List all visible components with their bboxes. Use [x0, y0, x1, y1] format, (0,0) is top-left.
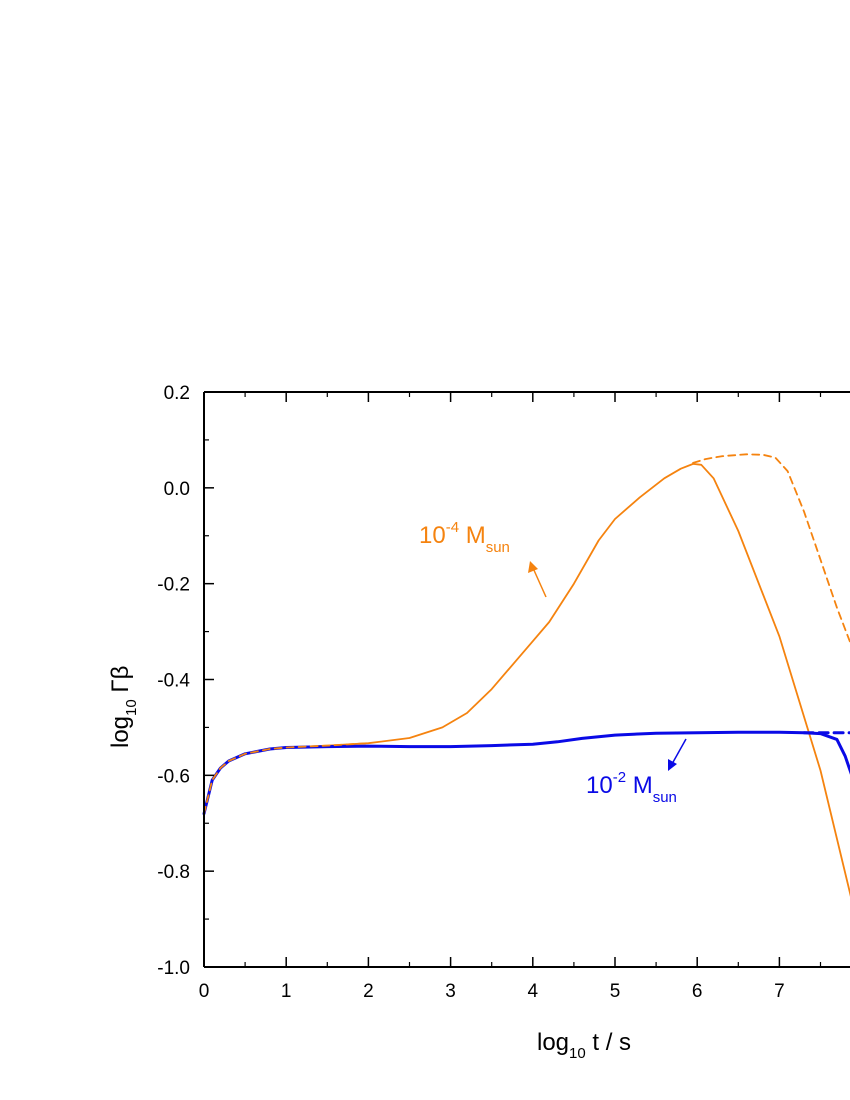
x-tick-label: 2 [363, 981, 374, 1002]
x-tick-label: 7 [774, 981, 785, 1002]
y-tick-label: -0.4 [157, 671, 190, 692]
axes [203, 391, 850, 968]
x-tick-label: 0 [199, 981, 210, 1002]
series-line-blue-solid-2 [202, 730, 850, 816]
annotation-orange-arrow [532, 567, 547, 598]
series-line-orange-solid-0 [203, 462, 850, 897]
annotation-blue-arrow [671, 738, 687, 765]
annotation-blue-arrowhead [668, 759, 677, 771]
ticks: 0 1 2 3 4 5 6 7 0.2 0.0 -0.2 -0.4 -0.6 -0.8 -1.0 [157, 383, 822, 1002]
series-line-orange-dashed-1 [692, 453, 850, 645]
x-tick-label: 3 [445, 981, 456, 1002]
x-tick-label: 5 [610, 981, 621, 1002]
series-line-orange-dashed-4 [203, 742, 370, 815]
y-tick-label: -0.2 [157, 575, 190, 596]
y-tick-label: -0.6 [157, 766, 190, 787]
y-tick-label: -1.0 [157, 958, 190, 979]
x-tick-label: 6 [692, 981, 703, 1002]
y-tick-label: 0.2 [164, 383, 190, 404]
x-axis-label: log10 t / s [537, 1029, 631, 1062]
annotation-blue: 10-2 Msun [586, 769, 677, 806]
annotation-orange-arrowhead [528, 561, 538, 573]
y-axis-label: log10 Γβ [107, 666, 140, 748]
plot-lines [202, 453, 850, 897]
annotation-orange: 10-4 Msun [419, 519, 510, 556]
x-tick-label: 1 [281, 981, 292, 1002]
y-tick-label: 0.0 [164, 479, 190, 500]
x-tick-label: 4 [528, 981, 539, 1002]
y-tick-label: -0.8 [157, 862, 190, 883]
